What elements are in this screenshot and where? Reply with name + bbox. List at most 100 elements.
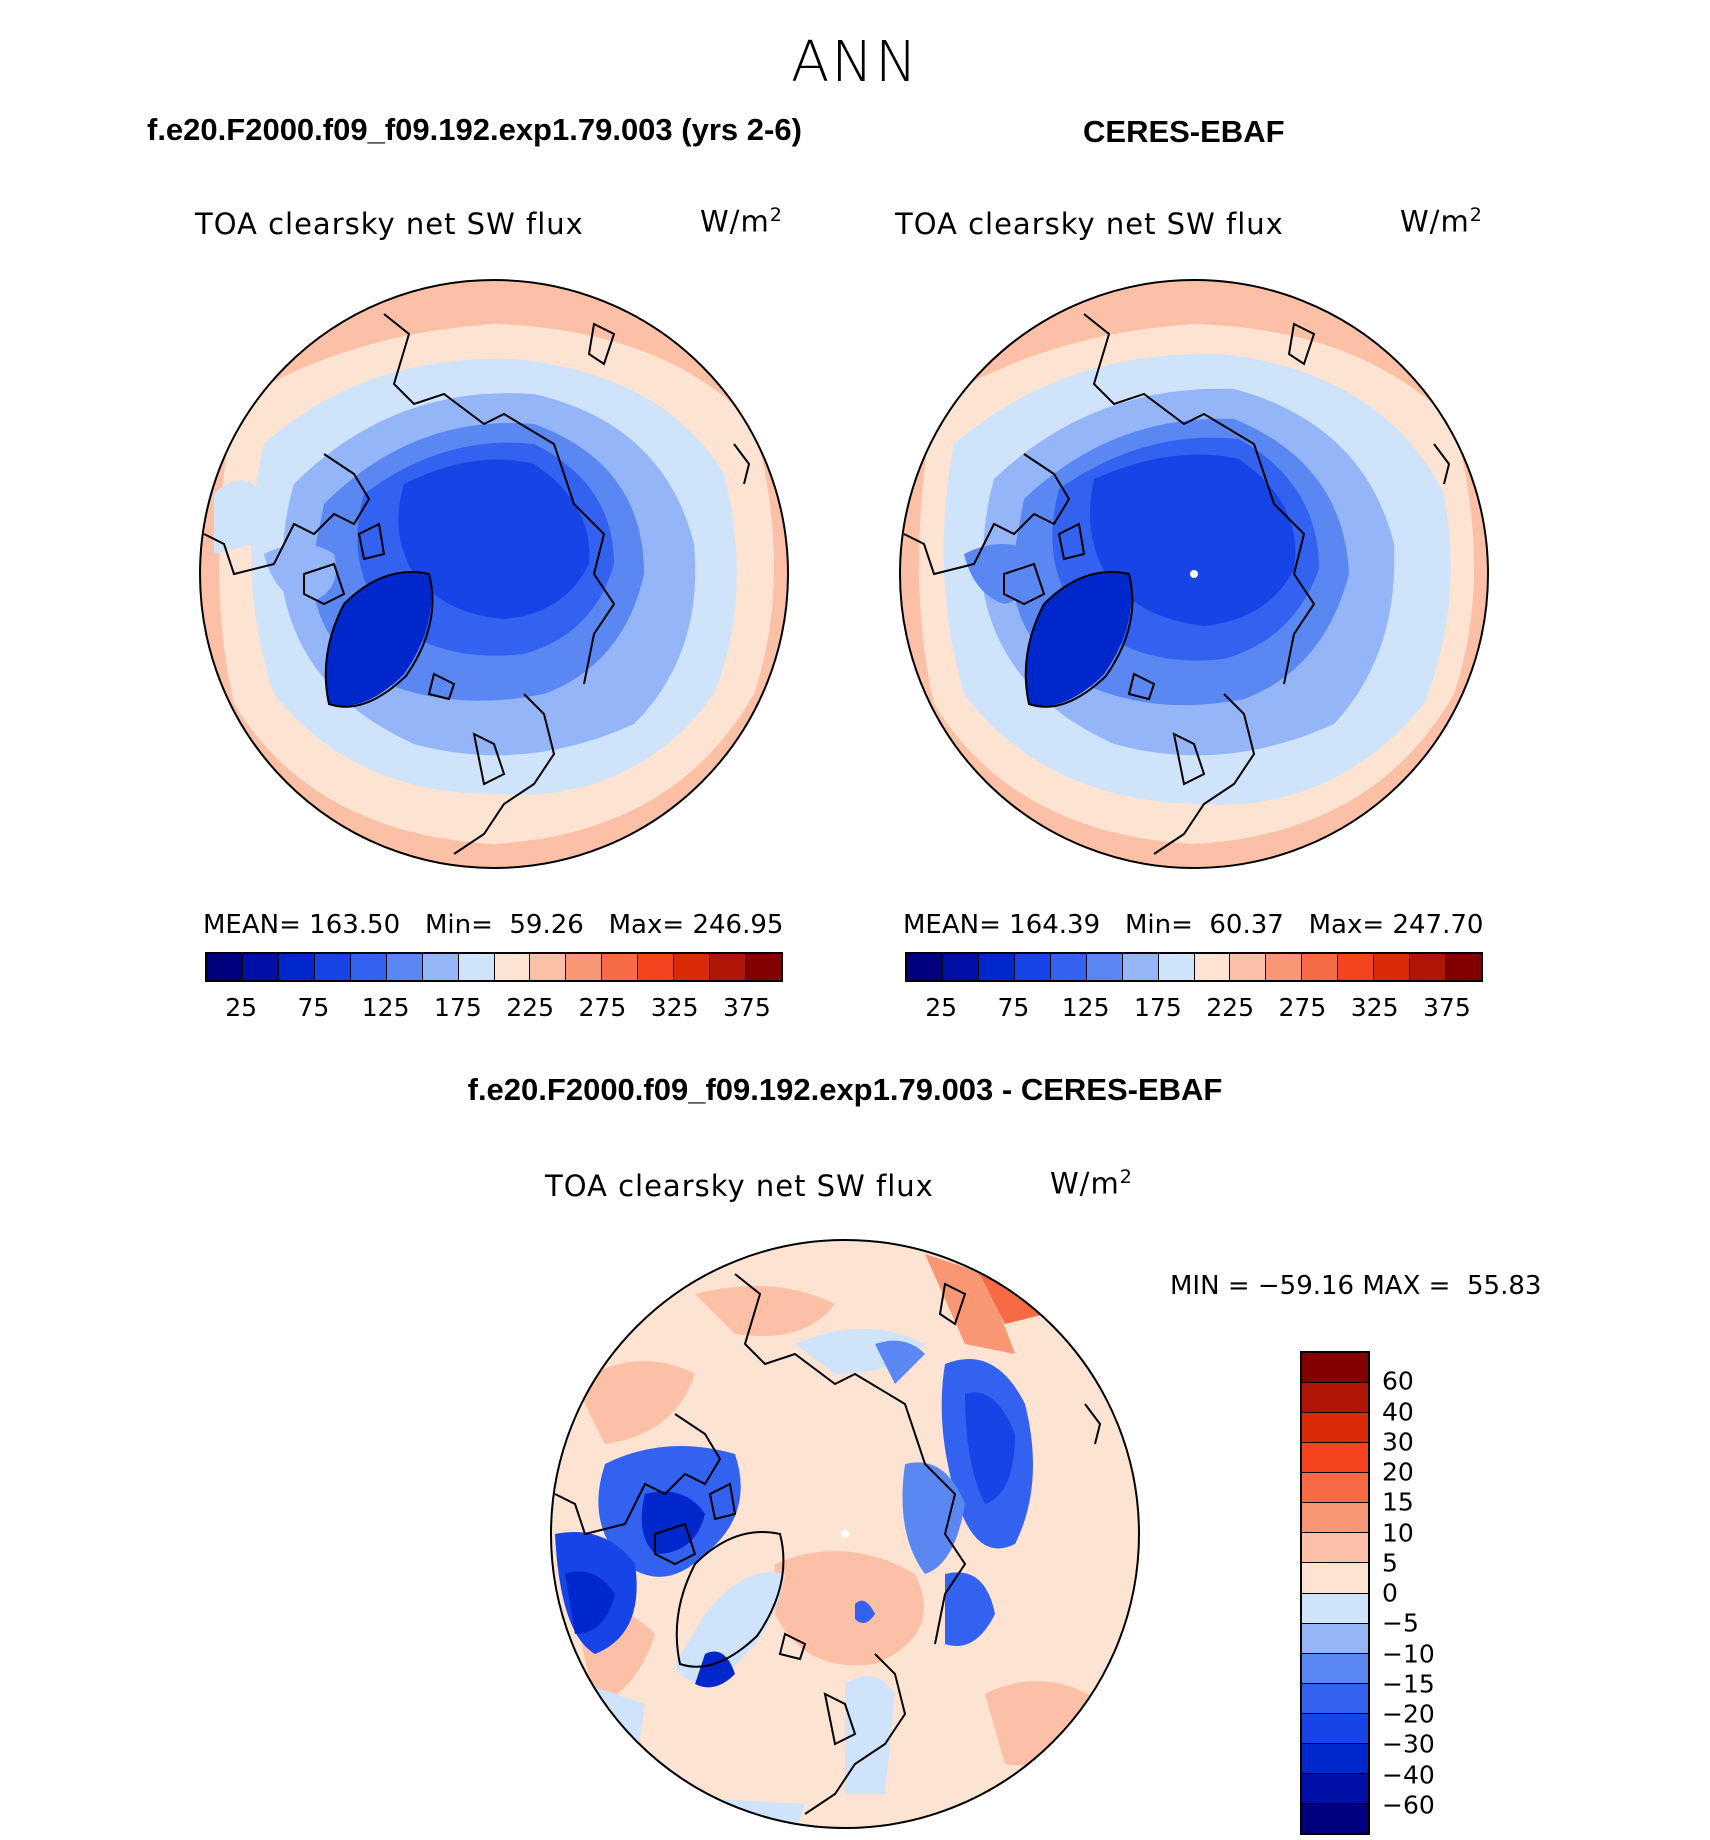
obs-colorbar-tick-label: 225	[1206, 993, 1254, 1022]
model-colorbar-swatch	[530, 954, 567, 980]
model-mean-value: 163.50	[309, 910, 401, 940]
model-colorbar-tick-label: 175	[434, 993, 482, 1022]
obs-colorbar-swatch	[1410, 954, 1447, 980]
diff-colorbar-tick-label: −40	[1382, 1760, 1435, 1789]
obs-colorbar-swatch	[1230, 954, 1267, 980]
obs-colorbar-swatch	[1302, 954, 1339, 980]
obs-panel-title: CERES-EBAF	[1083, 114, 1285, 149]
diff-colorbar-tick-label: 60	[1382, 1366, 1414, 1396]
diff-colorbar	[1300, 1351, 1370, 1835]
model-colorbar-swatch	[278, 954, 315, 980]
obs-colorbar-ticks: 25 75 125 175 225 275 325 375	[905, 993, 1483, 1023]
diff-colorbar-swatch	[1302, 1683, 1368, 1714]
diff-colorbar-swatch	[1302, 1503, 1368, 1534]
obs-colorbar-tick-label: 25	[925, 993, 958, 1022]
obs-colorbar-tick-label: 275	[1278, 993, 1327, 1022]
model-panel-title: f.e20.F2000.f09_f09.192.exp1.79.003 (yrs…	[147, 112, 802, 147]
diff-min-value: −59.16	[1257, 1271, 1355, 1301]
model-colorbar-tick-label: 75	[297, 993, 330, 1022]
obs-colorbar-tick-label: 125	[1061, 993, 1110, 1022]
model-colorbar-swatch	[602, 954, 639, 980]
obs-colorbar-tick-label: 375	[1423, 993, 1471, 1022]
model-colorbar-ticks: 25 75 125 175 225 275 325 375	[205, 993, 783, 1023]
diff-colorbar-swatch	[1302, 1473, 1368, 1504]
diff-max-label: MAX =	[1362, 1271, 1451, 1301]
diff-colorbar-swatch	[1302, 1353, 1368, 1384]
obs-colorbar-swatch	[942, 954, 979, 980]
diff-colorbar-tick-label: 5	[1382, 1548, 1398, 1578]
diff-colorbar-tick-label: −5	[1382, 1608, 1419, 1638]
diff-colorbar-tick-label: 15	[1382, 1487, 1414, 1517]
diff-colorbar-ticks: 60 40 30 20 15 10 5 0 −5 −10 −15 −20 −30 −40 −60	[1382, 1351, 1502, 1835]
model-colorbar-tick-label: 275	[578, 993, 627, 1022]
obs-colorbar-swatch	[1338, 954, 1375, 980]
diff-colorbar-tick-label: −10	[1382, 1639, 1435, 1668]
diff-colorbar-tick-label: −60	[1382, 1790, 1435, 1820]
diff-colorbar-swatch	[1302, 1713, 1368, 1744]
diff-colorbar-swatch	[1302, 1563, 1368, 1594]
obs-min-value: 60.37	[1209, 910, 1284, 940]
model-colorbar-swatch	[386, 954, 423, 980]
diff-colorbar-swatch	[1302, 1773, 1368, 1804]
obs-stats: MEAN= 164.39 Min= 60.37 Max= 247.70	[903, 910, 1483, 940]
model-max-value: 246.95	[692, 910, 784, 940]
model-colorbar	[205, 952, 783, 982]
model-colorbar-swatch	[638, 954, 675, 980]
diff-colorbar-tick-label: 30	[1382, 1427, 1414, 1457]
model-colorbar-tick-label: 375	[723, 993, 771, 1022]
model-colorbar-tick-label: 25	[225, 993, 258, 1022]
model-colorbar-tick-label: 325	[650, 993, 699, 1022]
obs-colorbar-swatch	[1374, 954, 1411, 980]
model-min-value: 59.26	[509, 910, 584, 940]
diff-units-label: W/m2	[1050, 1166, 1133, 1201]
model-colorbar-tick-label: 125	[361, 993, 410, 1022]
diff-colorbar-tick-label: −15	[1382, 1669, 1435, 1699]
model-colorbar-swatch	[674, 954, 711, 980]
model-colorbar-swatch	[350, 954, 387, 980]
obs-colorbar-swatch	[907, 954, 943, 980]
diff-colorbar-tick-label: 40	[1382, 1397, 1414, 1426]
obs-mean-value: 164.39	[1009, 910, 1101, 940]
diff-stats: MIN = −59.16 MAX = 55.83	[1170, 1271, 1541, 1301]
obs-min-label: Min=	[1124, 910, 1193, 940]
diff-colorbar-swatch	[1302, 1623, 1368, 1654]
model-colorbar-swatch	[422, 954, 459, 980]
obs-colorbar	[905, 952, 1483, 982]
obs-max-label: Max=	[1308, 910, 1385, 940]
obs-colorbar-swatch	[1266, 954, 1303, 980]
diff-colorbar-tick-label: −20	[1382, 1699, 1435, 1729]
diff-colorbar-swatch	[1302, 1533, 1368, 1564]
obs-colorbar-tick-label: 325	[1350, 993, 1399, 1022]
obs-colorbar-swatch	[1194, 954, 1231, 980]
obs-mean-label: MEAN=	[903, 910, 1001, 940]
diff-polar-map	[550, 1239, 1140, 1829]
model-polar-map	[199, 279, 789, 869]
model-colorbar-swatch	[566, 954, 603, 980]
diff-min-label: MIN =	[1170, 1271, 1250, 1301]
obs-colorbar-swatch	[978, 954, 1015, 980]
model-colorbar-swatch	[242, 954, 279, 980]
model-mean-label: MEAN=	[203, 910, 301, 940]
obs-colorbar-swatch	[1122, 954, 1159, 980]
model-units-label: W/m2	[700, 204, 783, 239]
model-stats: MEAN= 163.50 Min= 59.26 Max= 246.95	[203, 910, 783, 940]
model-colorbar-swatch	[494, 954, 531, 980]
obs-colorbar-swatch	[1050, 954, 1087, 980]
obs-max-value: 247.70	[1392, 910, 1484, 940]
diff-variable-label: TOA clearsky net SW flux	[545, 1169, 934, 1203]
obs-colorbar-tick-label: 175	[1134, 993, 1182, 1022]
model-colorbar-swatch	[746, 954, 781, 980]
obs-colorbar-swatch	[1086, 954, 1123, 980]
model-colorbar-tick-label: 225	[506, 993, 554, 1022]
model-max-label: Max=	[608, 910, 685, 940]
diff-colorbar-tick-label: 20	[1382, 1457, 1414, 1487]
diff-colorbar-swatch	[1302, 1383, 1368, 1414]
diff-colorbar-tick-label: 0	[1382, 1578, 1398, 1608]
obs-colorbar-swatch	[1446, 954, 1481, 980]
diff-colorbar-tick-label: 10	[1382, 1518, 1414, 1547]
obs-polar-map	[899, 279, 1489, 869]
diff-colorbar-tick-label: −30	[1382, 1729, 1435, 1759]
obs-variable-label: TOA clearsky net SW flux	[895, 207, 1284, 241]
diff-colorbar-swatch	[1302, 1413, 1368, 1444]
diff-panel-title: f.e20.F2000.f09_f09.192.exp1.79.003 - CE…	[467, 1072, 1223, 1107]
